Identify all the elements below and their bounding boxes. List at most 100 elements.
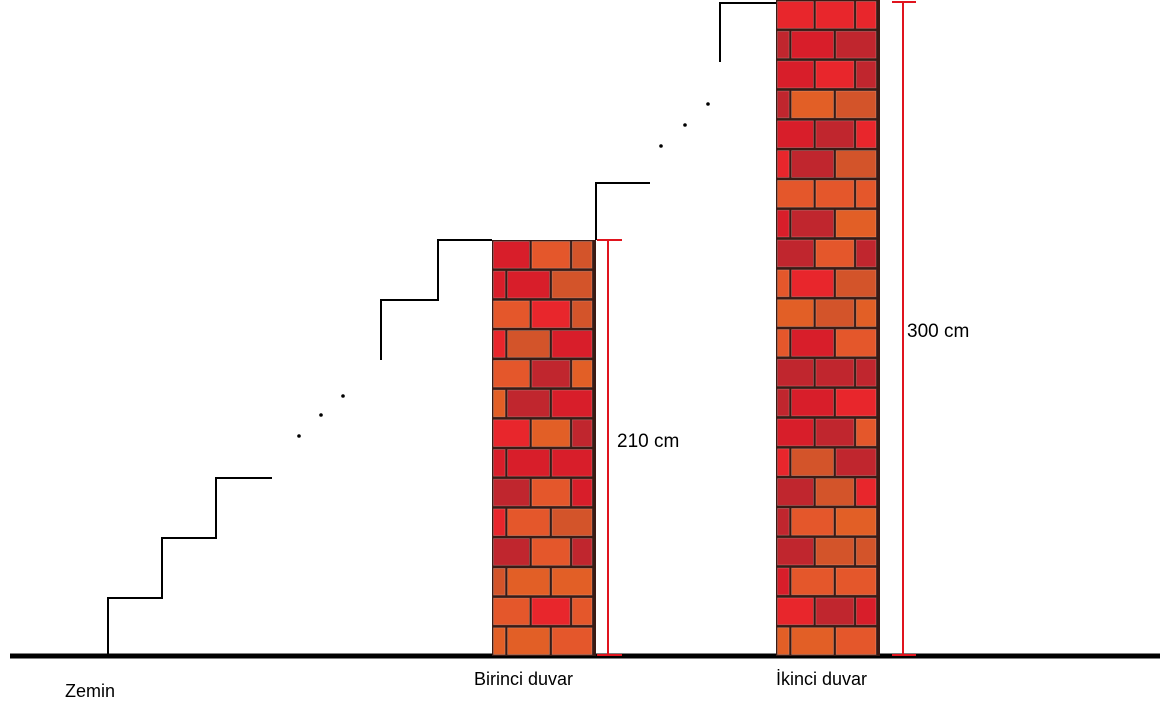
brick xyxy=(835,388,877,417)
brick xyxy=(551,389,593,418)
brick xyxy=(777,448,790,476)
brick xyxy=(815,120,855,149)
brick xyxy=(777,120,814,149)
brick xyxy=(551,449,593,477)
brick xyxy=(507,330,550,358)
brick xyxy=(777,150,790,178)
brick xyxy=(531,538,571,566)
brick xyxy=(815,418,855,447)
brick xyxy=(855,478,877,506)
brick xyxy=(777,329,790,357)
brick xyxy=(777,239,814,268)
brick xyxy=(855,179,877,208)
ellipsis-dots-lower xyxy=(297,394,345,438)
brick xyxy=(531,597,571,626)
brick xyxy=(791,329,834,357)
brick xyxy=(815,537,855,566)
brick xyxy=(791,627,834,655)
brick xyxy=(551,568,593,596)
brick xyxy=(835,627,877,655)
staircase-upper xyxy=(595,182,650,240)
brick xyxy=(507,568,550,596)
brick xyxy=(531,478,571,507)
brick xyxy=(791,448,834,476)
brick xyxy=(493,359,530,388)
brick xyxy=(571,300,593,328)
brick xyxy=(835,329,877,357)
brick xyxy=(507,508,550,536)
staircase-lower xyxy=(107,477,272,656)
brick xyxy=(777,90,790,119)
brick xyxy=(531,241,571,269)
brick xyxy=(835,269,877,298)
brick xyxy=(571,597,593,626)
brick xyxy=(777,418,814,447)
brick xyxy=(777,627,790,655)
staircase-top xyxy=(719,2,776,62)
brick xyxy=(493,478,530,507)
brick xyxy=(571,478,593,507)
brick xyxy=(855,358,877,387)
brick xyxy=(571,419,593,447)
brick xyxy=(777,537,814,566)
brick xyxy=(777,299,814,327)
brick xyxy=(777,179,814,208)
brick xyxy=(551,508,593,536)
brick xyxy=(791,90,834,119)
brick xyxy=(835,448,877,476)
brick xyxy=(835,90,877,119)
brick xyxy=(791,507,834,536)
brick xyxy=(493,241,530,269)
brick xyxy=(551,330,593,358)
brick xyxy=(815,239,855,268)
second-wall xyxy=(776,0,880,656)
brick xyxy=(493,538,530,566)
ground-label: Zemin xyxy=(65,681,115,701)
brick xyxy=(777,60,814,89)
brick xyxy=(835,150,877,178)
brick xyxy=(777,30,790,59)
brick xyxy=(855,60,877,89)
brick xyxy=(855,239,877,268)
brick xyxy=(493,627,506,655)
brick xyxy=(777,388,790,417)
brick xyxy=(815,299,855,327)
brick xyxy=(835,567,877,596)
brick xyxy=(815,60,855,89)
brick xyxy=(493,419,530,447)
brick xyxy=(835,30,877,59)
brick xyxy=(815,597,855,626)
brick xyxy=(791,388,834,417)
brick xyxy=(791,209,834,238)
first-wall-label: Birinci duvar xyxy=(474,669,573,689)
brick xyxy=(855,418,877,447)
brick xyxy=(507,449,550,477)
brick xyxy=(835,507,877,536)
first-wall-dimension xyxy=(597,239,622,656)
brick xyxy=(531,300,571,328)
brick xyxy=(855,1,877,29)
brick xyxy=(791,30,834,59)
brick xyxy=(507,389,550,418)
brick xyxy=(855,597,877,626)
brick xyxy=(493,389,506,418)
brick xyxy=(571,359,593,388)
staircase-middle xyxy=(380,239,492,360)
brick xyxy=(493,597,530,626)
brick xyxy=(571,538,593,566)
brick xyxy=(815,478,855,506)
brick xyxy=(791,269,834,298)
brick xyxy=(835,209,877,238)
brick xyxy=(777,1,814,29)
ellipsis-dots-upper xyxy=(659,102,710,148)
brick xyxy=(815,179,855,208)
brick xyxy=(777,567,790,596)
first-wall xyxy=(492,240,596,656)
brick xyxy=(551,270,593,299)
brick xyxy=(571,241,593,269)
second-wall-label: İkinci duvar xyxy=(776,669,867,689)
brick xyxy=(777,478,814,506)
brick xyxy=(493,300,530,328)
brick xyxy=(791,567,834,596)
